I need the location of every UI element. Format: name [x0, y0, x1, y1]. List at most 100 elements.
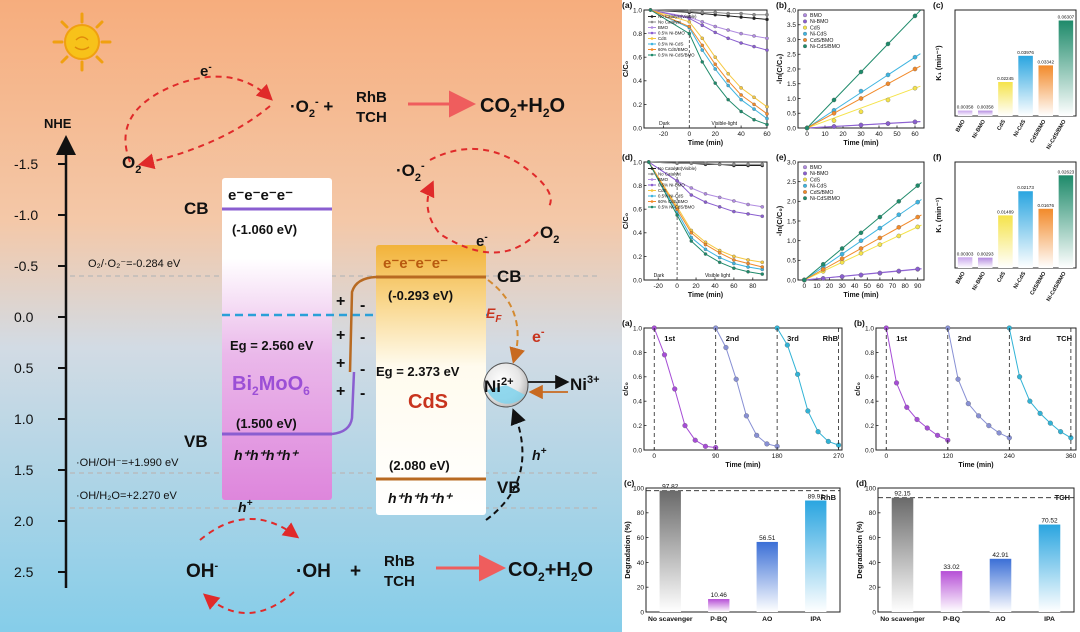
legend-marker — [803, 183, 807, 188]
data-point — [915, 199, 920, 205]
sun-icon — [52, 12, 112, 72]
nhe-axis: NHE -1.5 -1.0 -0.5 0.0 0.5 1.0 1.5 2.0 2.5 — [14, 116, 76, 588]
data-point — [713, 24, 717, 29]
x-tick-label: -20 — [653, 283, 663, 290]
y-tick-label: 1.0 — [633, 7, 642, 14]
data-point — [692, 437, 698, 443]
category-label: CdS — [996, 119, 1007, 132]
axis-tick-label: 0.5 — [14, 360, 34, 376]
data-point — [885, 72, 891, 78]
bar-value-label: 42.91 — [992, 552, 1009, 559]
data-point — [986, 423, 992, 429]
y-tick-label: 0.5 — [787, 258, 796, 265]
y-tick-label: 80 — [869, 510, 877, 517]
data-point — [717, 255, 722, 260]
series-line — [648, 161, 763, 275]
data-point — [752, 16, 756, 21]
data-point — [1037, 410, 1043, 416]
data-point — [646, 160, 651, 164]
data-point — [765, 48, 769, 52]
data-point — [765, 36, 769, 41]
x-axis-label: Time (min) — [958, 462, 993, 469]
data-point — [752, 102, 756, 107]
svg-text:+: + — [336, 293, 345, 310]
ef-label: EF — [486, 305, 502, 325]
bar — [1058, 20, 1074, 116]
data-point — [726, 79, 730, 83]
data-point — [885, 41, 891, 47]
y-tick-label: 0.0 — [865, 447, 874, 454]
data-point — [746, 202, 750, 207]
data-point — [726, 28, 730, 32]
data-point — [733, 376, 739, 382]
data-point — [784, 342, 790, 348]
legend-entry: No Catalyst(Visible) — [658, 14, 697, 19]
data-point — [661, 352, 668, 358]
data-point — [746, 258, 750, 262]
y-tick-label: 0.6 — [865, 374, 874, 381]
x-tick-label: 10 — [821, 131, 829, 138]
legend-marker — [803, 196, 807, 201]
axis-tick-label: -1.0 — [14, 207, 38, 223]
x-axis-label: Time (min) — [688, 140, 723, 147]
axis-tick-label: -0.5 — [14, 258, 38, 274]
cycle-label: 3rd — [1019, 334, 1031, 343]
bar — [756, 541, 778, 612]
data-point — [765, 122, 769, 127]
bottom-reaction: h+ OH- ·OH + RhB TCH CO2+H2O — [186, 498, 593, 615]
bar-value-label: 89.92 — [808, 493, 825, 500]
series-line — [650, 9, 768, 115]
data-point — [877, 242, 883, 247]
axis-label: K₁ (min⁻¹) — [934, 197, 943, 233]
legend-entry: CdS — [810, 25, 821, 31]
data-point — [713, 67, 717, 71]
products-bottom: CO2+H2O — [508, 559, 593, 584]
data-point — [858, 69, 864, 75]
data-point — [732, 266, 736, 270]
data-point — [689, 161, 694, 165]
y-tick-label: 1.0 — [865, 325, 874, 332]
y-tick-label: 0.2 — [865, 423, 874, 430]
data-point — [739, 93, 743, 97]
bar-value-label: 10.46 — [711, 592, 728, 599]
axis-tick-label: 1.0 — [14, 411, 34, 427]
axis-label: Degradation (%) — [855, 521, 864, 579]
data-point — [700, 36, 705, 41]
category-label: No scavenger — [880, 616, 925, 623]
data-point — [752, 107, 756, 111]
legend-entry: Ni-CdS — [810, 32, 827, 38]
bar — [989, 558, 1012, 612]
data-point — [914, 416, 920, 423]
data-point — [765, 12, 769, 17]
data-point — [839, 274, 845, 279]
bar-value-label: 92.15 — [894, 491, 911, 498]
tch-bottom: TCH — [384, 573, 415, 590]
legend-entry: BMO — [658, 177, 669, 182]
cycle-label: 2nd — [726, 334, 740, 343]
bar-value-label: 33.02 — [943, 564, 960, 571]
data-point — [689, 239, 694, 243]
x-tick-label: 40 — [875, 131, 883, 138]
data-point — [760, 260, 765, 265]
x-tick-label: 80 — [749, 283, 757, 290]
y-tick-label: 0.0 — [633, 125, 642, 132]
data-point — [689, 186, 694, 190]
data-point — [739, 109, 743, 114]
data-point — [915, 224, 920, 230]
legend-entry: CdS/BMO — [810, 38, 833, 44]
y-tick-label: 0.4 — [633, 78, 642, 85]
cds-vb-label: VB — [497, 478, 521, 497]
plot-frame — [954, 9, 1077, 117]
legend-entry: Ni-CdS/BMO — [810, 196, 840, 202]
data-point — [877, 214, 883, 220]
bottom-hole: h+ — [238, 498, 253, 515]
y-tick-label: 0.6 — [633, 55, 642, 62]
bar-value-label: 0.02173 — [1017, 185, 1034, 190]
data-point — [1017, 374, 1023, 380]
series-line — [648, 161, 763, 165]
chart-e: (e) 0 10 20 30 40 50 60 70 80 90 0.0 0.5 1.0 1.5 2.0 2.5… — [775, 152, 925, 299]
data-point — [752, 12, 756, 17]
chart-panels: (a) -20 0 20 40 60 0.0 0.2 0.4 0.6 0.8 1.0 Time (min… — [622, 0, 1080, 632]
fit-line — [806, 53, 921, 129]
category-label: IPA — [810, 616, 821, 623]
